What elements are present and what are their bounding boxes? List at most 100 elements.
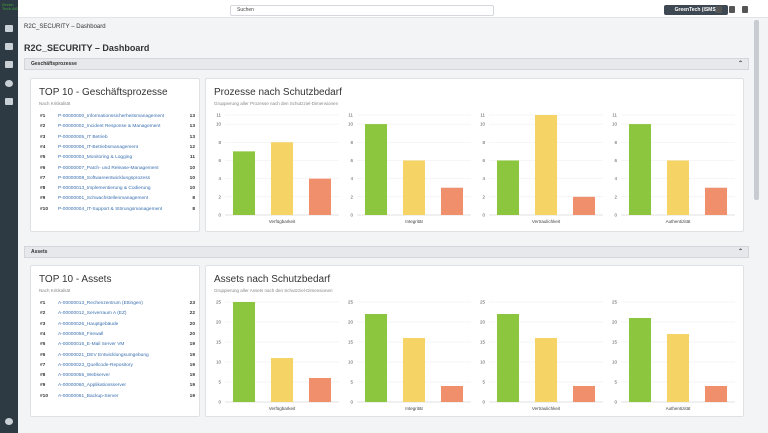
item-link[interactable]: P-00000004_IT-Support & Störungsmanageme… <box>58 206 163 212</box>
y-tick-label: 5 <box>482 380 485 385</box>
y-tick-label: 15 <box>216 340 222 345</box>
list-row: #1 A-00000013_Rechenzentrum (Ettingen) 23 <box>31 300 201 308</box>
rank: #4 <box>40 144 46 150</box>
item-link[interactable]: P-00000006_IT-Betriebsmanagement <box>58 144 138 150</box>
y-tick-label: 15 <box>612 340 618 345</box>
list-row: #1 P-00000000_Informationssicherheitsmana… <box>31 113 201 121</box>
list-card: TOP 10 - Assets Nach Kritikalität #1 A-0000… <box>30 265 200 417</box>
bar <box>440 386 464 402</box>
y-tick-label: 20 <box>348 320 354 325</box>
y-tick-label: 10 <box>348 122 354 127</box>
y-tick-label: 6 <box>218 158 221 163</box>
nav-icon[interactable] <box>5 43 13 50</box>
rank: #9 <box>40 383 46 389</box>
item-link[interactable]: P-00000008_Softwareentwicklungsprozess <box>58 175 150 181</box>
rank: #2 <box>40 124 46 130</box>
bar <box>270 358 294 402</box>
search-box[interactable]: Suchen <box>230 5 494 16</box>
doc-icon[interactable] <box>729 6 735 13</box>
item-link[interactable]: P-00000003_Monitoring & Logging <box>58 155 133 161</box>
rank: #3 <box>40 321 46 327</box>
nav-icon[interactable] <box>5 25 13 32</box>
y-tick-label: 10 <box>612 360 618 365</box>
list-card: TOP 10 - Geschäftsprozesse Nach Kritikali… <box>30 78 200 232</box>
count: 22 <box>189 311 195 317</box>
y-tick-label: 11 <box>480 113 485 118</box>
list-row: #9 P-00000001_Schwachstellenmanagement 8 <box>31 195 201 203</box>
y-tick-label: 2 <box>614 194 617 199</box>
x-axis-label: Integrität <box>405 219 423 224</box>
list-row: #8 A-00000055_Webserver 19 <box>31 372 201 380</box>
item-link[interactable]: A-00000058_Firewall <box>58 331 104 337</box>
list-row: #7 P-00000008_Softwareentwicklungsprozess… <box>31 175 201 183</box>
bar <box>440 187 464 215</box>
rank: #1 <box>40 301 46 306</box>
nav-icon[interactable] <box>5 61 13 68</box>
y-tick-label: 8 <box>350 140 353 145</box>
item-link[interactable]: A-00000023_Quellcode-Repository <box>58 362 133 368</box>
scrollbar[interactable] <box>754 20 759 200</box>
mini-chart: 0 5 10 15 20 25 Authentizität <box>612 300 735 411</box>
y-tick-label: 4 <box>614 176 617 181</box>
rank: #9 <box>40 196 46 202</box>
item-link[interactable]: P-00000000_Informationssicherheitsmanage… <box>58 114 165 119</box>
nav-icon[interactable] <box>5 80 13 87</box>
rank: #6 <box>40 352 46 358</box>
bar <box>308 378 332 402</box>
list-row: #3 A-00000026_Hauptgebäude 20 <box>31 321 201 329</box>
bar <box>308 178 332 215</box>
x-axis-label: Authentizität <box>666 406 692 411</box>
bar <box>572 386 596 402</box>
collapse-icon[interactable]: ⌃ <box>737 249 743 255</box>
nav-icon[interactable] <box>5 98 13 105</box>
item-link[interactable]: P-00000002_Incident Response & Managemen… <box>58 124 161 130</box>
y-tick-label: 10 <box>216 122 222 127</box>
list-row: #5 A-00000016_E-Mail Server VM 19 <box>31 341 201 349</box>
rank: #8 <box>40 186 46 192</box>
count: 10 <box>189 175 195 181</box>
section-header[interactable]: Assets ⌃ <box>24 246 749 258</box>
y-tick-label: 4 <box>350 176 353 181</box>
rank: #2 <box>40 311 46 317</box>
bar <box>496 160 520 215</box>
item-link[interactable]: A-00000012_Serverraum A (EZ) <box>58 311 127 317</box>
item-link[interactable]: A-00000016_E-Mail Server VM <box>58 342 125 348</box>
y-tick-label: 6 <box>482 158 485 163</box>
rank: #4 <box>40 331 46 337</box>
bar <box>704 187 728 215</box>
org-dropdown[interactable]: GreenTech (ISMS) <box>664 5 728 15</box>
mini-chart: 0 5 10 15 20 25 Integrität <box>348 300 471 411</box>
y-tick-label: 5 <box>350 380 353 385</box>
list-row: #6 P-00000007_Patch- und Release-Manageme… <box>31 165 201 173</box>
top-bar: Suchen GreenTech (ISMS) AA <box>18 0 768 18</box>
list-row: #9 A-00000060_Applikationsserver 19 <box>31 382 201 390</box>
mini-chart: 0 5 10 15 20 25 Verfügbarkeit <box>216 300 339 411</box>
user-icon[interactable] <box>716 6 722 13</box>
y-tick-label: 8 <box>614 140 617 145</box>
logo[interactable]: Green Tech AG <box>2 2 19 11</box>
item-link[interactable]: P-00000001_Schwachstellenmanagement <box>58 196 149 202</box>
x-axis-label: Vertraulichkeit <box>532 406 561 411</box>
item-link[interactable]: P-00000005_IT Betrieb <box>58 134 108 140</box>
rank: #7 <box>40 362 46 368</box>
chart-title: Assets nach Schutzbedarf <box>214 274 331 285</box>
bar <box>628 124 652 215</box>
y-tick-label: 25 <box>348 300 354 305</box>
bar <box>402 338 426 402</box>
rank: #7 <box>40 175 46 181</box>
section-header[interactable]: Geschäftsprozesse ⌃ <box>24 58 749 70</box>
item-link[interactable]: P-00000007_Patch- und Release-Management <box>58 165 159 171</box>
item-link[interactable]: A-00000013_Rechenzentrum (Ettingen) <box>58 301 143 306</box>
list-subtitle: Nach Kritikalität <box>39 288 71 293</box>
collapse-icon[interactable]: ⌃ <box>737 61 743 67</box>
bar <box>364 124 388 215</box>
item-link[interactable]: P-00000013_Implementierung & Codierung <box>58 186 151 192</box>
item-link[interactable]: A-00000021_DEV Entwicklungsumgebung <box>58 352 149 358</box>
item-link[interactable]: A-00000061_Backup-Server <box>58 393 119 399</box>
item-link[interactable]: A-00000055_Webserver <box>58 373 110 379</box>
item-link[interactable]: A-00000060_Applikationsserver <box>58 383 126 389</box>
item-link[interactable]: A-00000026_Hauptgebäude <box>58 321 119 327</box>
y-tick-label: 0 <box>614 213 617 218</box>
settings-icon[interactable] <box>5 418 13 425</box>
bell-icon[interactable] <box>742 6 748 13</box>
